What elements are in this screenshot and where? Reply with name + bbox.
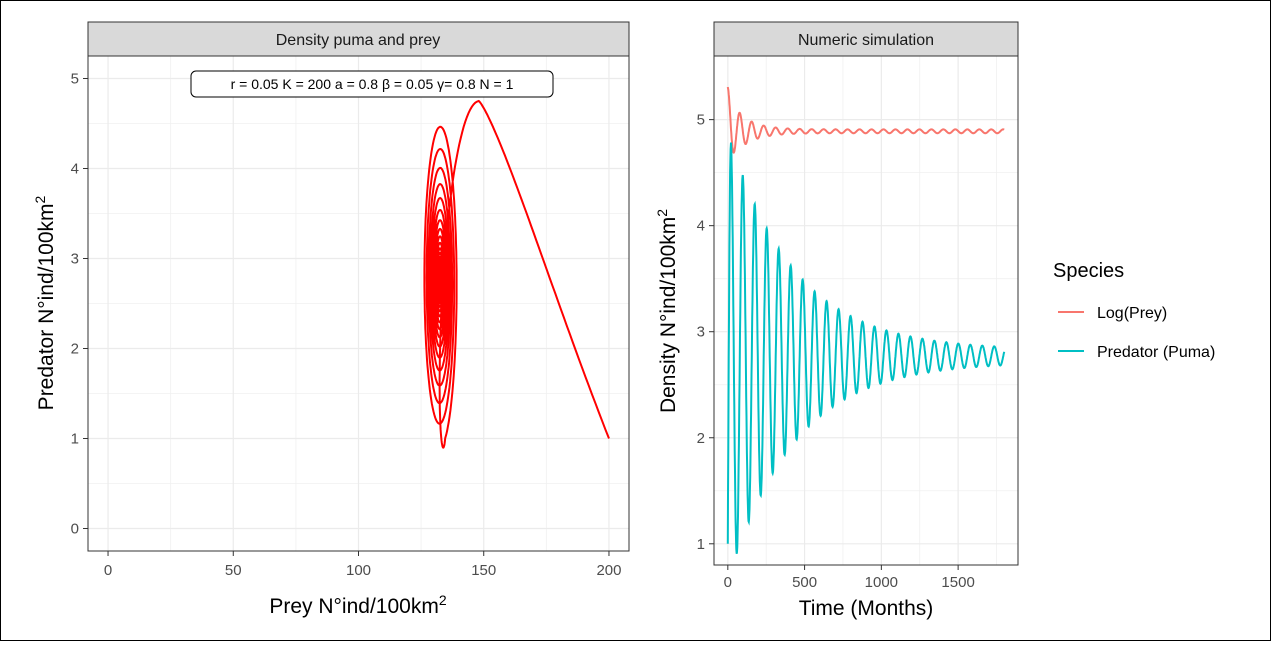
x-tick-label-left: 150 xyxy=(471,562,496,579)
legend-title: Species xyxy=(1053,260,1124,282)
x-tick-label-right: 1500 xyxy=(941,574,974,591)
x-tick-label-left: 200 xyxy=(596,562,621,579)
phase-trajectory xyxy=(423,99,610,449)
grid-left xyxy=(88,56,629,551)
y-tick-label-right: 3 xyxy=(697,324,705,341)
strip-left xyxy=(87,21,630,57)
y-axis-title-right: Density N°ind/100km2 xyxy=(654,209,680,413)
y-tick-label-left: 2 xyxy=(71,341,79,358)
y-axis-title-left-text: Predator N°ind/100km xyxy=(35,203,58,410)
y-axis-title-left: Predator N°ind/100km2 xyxy=(32,195,58,410)
x-tick-label-left: 0 xyxy=(104,562,112,579)
legend-label-prey: Log(Prey) xyxy=(1097,305,1167,322)
y-tick-label-left: 3 xyxy=(71,251,79,268)
annotation-label: r = 0.05 K = 200 a = 0.8 β = 0.05 γ= 0.8… xyxy=(231,76,514,92)
x-tick-label-left: 100 xyxy=(346,562,371,579)
strip-right xyxy=(713,21,1019,57)
strip-title-left: Density puma and prey xyxy=(276,32,441,49)
x-tick-label-right: 500 xyxy=(792,574,817,591)
plot-border-right xyxy=(713,55,1019,566)
annotation-box: r = 0.05 K = 200 a = 0.8 β = 0.05 γ= 0.8… xyxy=(190,70,554,98)
y-tick-label-right: 2 xyxy=(697,430,705,447)
y-tick-label-left: 4 xyxy=(71,161,79,178)
x-axis-title-left-sup: 2 xyxy=(439,592,447,608)
y-tick-label-right: 4 xyxy=(697,218,705,235)
y-axis-title-right-text: Density N°ind/100km xyxy=(657,217,680,413)
y-tick-label-left: 5 xyxy=(71,71,79,88)
y-tick-label-left: 0 xyxy=(71,521,79,538)
x-tick-label-left: 50 xyxy=(225,562,242,579)
x-tick-label-right: 0 xyxy=(724,574,732,591)
trajectory-left xyxy=(423,99,610,449)
y-axis-title-left-sup: 2 xyxy=(32,195,48,203)
y-tick-label-left: 1 xyxy=(71,431,79,448)
series-line-prey xyxy=(726,86,1005,154)
y-tick-label-right: 1 xyxy=(697,536,705,553)
x-axis-title-left-text: Prey N°ind/100km xyxy=(269,595,438,618)
y-tick-label-right: 5 xyxy=(697,112,705,129)
strip-title-right: Numeric simulation xyxy=(798,32,934,49)
series-line-predator xyxy=(726,142,1006,554)
y-axis-title-right-sup: 2 xyxy=(654,209,670,217)
panel-right: Numeric simulation 0 500 1000 1500 1 2 3 4 5 Tim… xyxy=(654,21,1019,620)
x-axis-title-left: Prey N°ind/100km2 xyxy=(269,592,446,618)
series-right xyxy=(726,86,1006,554)
annotation-frame xyxy=(190,70,554,98)
legend-label-predator: Predator (Puma) xyxy=(1097,344,1215,361)
panel-left: Density puma and prey 0 50 100 150 200 0 1 2 3 4 5… xyxy=(32,21,630,618)
ticks-right: 0 500 1000 1500 1 2 3 4 5 xyxy=(697,112,975,591)
ticks-left: 0 50 100 150 200 0 1 2 3 4 5 xyxy=(71,71,622,580)
legend: Species Log(Prey) Predator (Puma) xyxy=(1053,260,1215,361)
x-axis-title-right: Time (Months) xyxy=(799,597,934,620)
x-tick-label-right: 1000 xyxy=(865,574,898,591)
